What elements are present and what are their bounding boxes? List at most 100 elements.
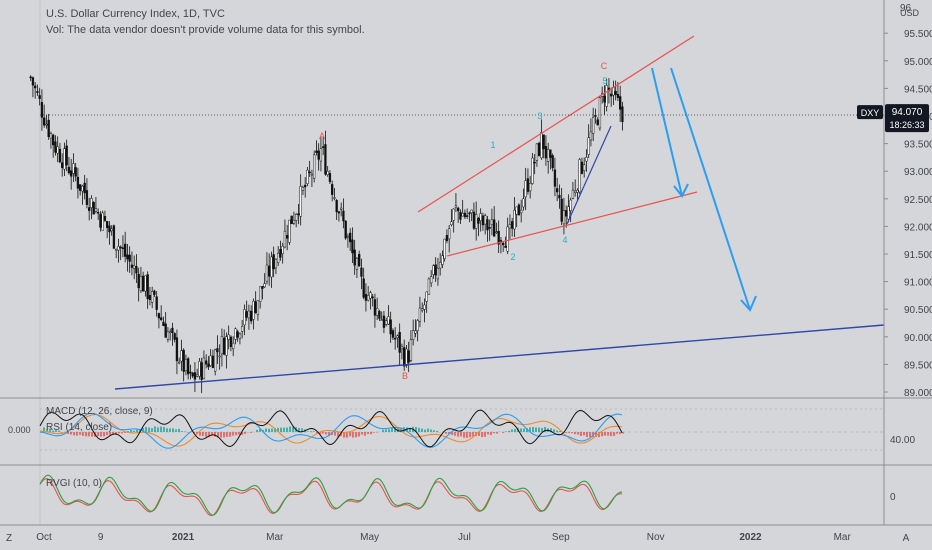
currency-label: USD [900, 8, 920, 18]
candle-body [556, 188, 559, 193]
candle-body [369, 292, 372, 299]
macd-line [39, 412, 623, 449]
candle-body [495, 231, 498, 234]
candle-body [205, 360, 208, 365]
symbol-badge-label: DXY [861, 108, 880, 118]
candle-body [531, 157, 534, 184]
candle-body [148, 295, 152, 301]
candle-body [520, 209, 523, 214]
candle-body [371, 296, 374, 299]
candle-body [549, 149, 552, 158]
candle-body [241, 326, 244, 332]
rising-wedge-lower-line[interactable] [446, 191, 698, 257]
candle-body [92, 202, 95, 215]
candle-body [571, 189, 575, 199]
candle-body [565, 210, 568, 217]
candle-body [322, 146, 325, 148]
chart-title: U.S. Dollar Currency Index, 1D, TVC [46, 8, 225, 20]
candle-body [166, 331, 170, 340]
candle-body [504, 245, 507, 248]
candle-body [142, 275, 145, 292]
support-trendline[interactable] [114, 324, 885, 390]
candle-body [470, 209, 473, 213]
candle-body [416, 320, 419, 331]
candle-body [562, 210, 566, 225]
price-tick-label: 91.000 [904, 278, 932, 289]
macd-pane: MACD (12, 26, close, 9) RSI (14, close) 0.… [8, 406, 915, 451]
candle-body [115, 248, 118, 251]
candle-body [540, 132, 543, 159]
rising-wedge-upper-line[interactable] [417, 35, 695, 213]
candle-body [218, 355, 221, 358]
auto-scale-button[interactable]: A [903, 533, 910, 544]
rsi-right-value: 40.00 [890, 435, 915, 446]
candle-body [319, 148, 323, 162]
wave-label-c: C [601, 61, 608, 71]
candle-body [256, 299, 260, 315]
rvgi-line [39, 474, 623, 516]
candle-body [475, 214, 478, 229]
candle-body [47, 119, 50, 137]
candle-body [97, 212, 100, 214]
rvgi-pane: RVGI (10, 0) 0 [39, 474, 896, 517]
candle-body [409, 339, 413, 361]
candle-body [407, 350, 410, 363]
candle-body [38, 95, 41, 99]
candle-body [88, 207, 91, 211]
candle-body [328, 173, 332, 182]
candle-body [335, 200, 338, 213]
candle-body [610, 93, 613, 97]
price-tick-label: 93.000 [904, 167, 932, 178]
candle-body [594, 114, 597, 117]
candle-body [178, 361, 181, 364]
candle-body [43, 117, 46, 126]
candle-body [621, 106, 624, 122]
projection-arrow-short[interactable] [651, 67, 683, 197]
candle-body [499, 240, 503, 242]
candle-body [301, 187, 305, 191]
candle-body [439, 262, 442, 269]
candle-body [508, 224, 512, 229]
candlestick-series [29, 75, 624, 394]
candle-body [304, 184, 307, 188]
candle-body [513, 210, 516, 230]
price-tick-label: 92.000 [904, 222, 932, 233]
candle-body [76, 176, 80, 189]
macd-label: MACD (12, 26, close, 9) [46, 406, 153, 417]
candle-body [164, 323, 167, 338]
candle-body [34, 85, 37, 89]
candle-body [74, 167, 77, 177]
candle-body [351, 239, 354, 254]
candle-body [173, 333, 176, 340]
candle-body [234, 328, 237, 340]
candle-body [182, 349, 185, 372]
candle-body [355, 258, 359, 270]
candle-body [286, 234, 289, 239]
candle-body [272, 254, 275, 270]
candle-body [598, 97, 602, 129]
candle-body [538, 142, 541, 156]
candle-body [398, 332, 401, 353]
candle-body [423, 304, 426, 310]
candle-body [187, 358, 190, 375]
candle-body [387, 316, 390, 325]
candle-body [54, 141, 57, 153]
projection-arrow-long[interactable] [670, 67, 751, 311]
candle-body [466, 215, 469, 217]
price-tick-label: 89.000 [904, 388, 932, 399]
candle-body [443, 238, 446, 259]
candle-body [274, 259, 278, 269]
candle-body [389, 319, 392, 335]
candle-body [117, 246, 120, 251]
wave5-support-line[interactable] [566, 125, 612, 225]
candle-body [52, 134, 55, 146]
month-label: Mar [834, 532, 852, 543]
candle-body [137, 273, 140, 289]
candle-body [605, 85, 608, 107]
candle-body [85, 190, 89, 205]
candle-body [214, 349, 217, 372]
candle-body [103, 216, 107, 221]
month-label: Sep [552, 532, 570, 543]
candle-body [220, 336, 224, 355]
